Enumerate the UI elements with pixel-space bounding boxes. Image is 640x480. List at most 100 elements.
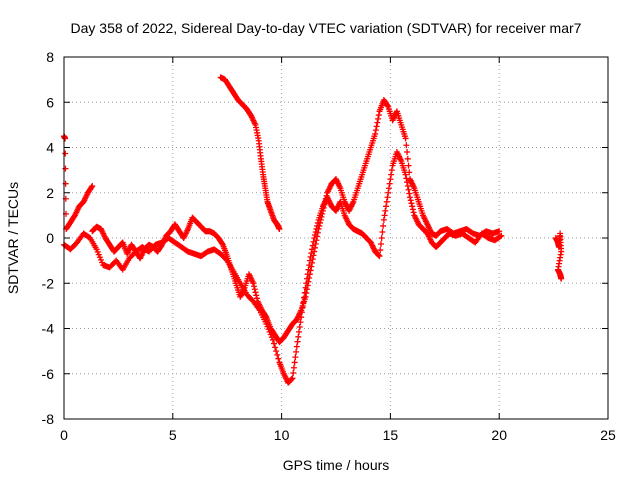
data-point-marker (274, 351, 281, 358)
series-track-b (61, 133, 96, 232)
data-point-marker (377, 247, 384, 254)
data-point-marker (62, 165, 69, 172)
data-point-marker (295, 333, 302, 340)
data-point-marker (290, 364, 297, 371)
y-tick-label: 8 (46, 49, 54, 65)
data-point-marker (293, 348, 300, 355)
data-point-marker (269, 336, 276, 343)
data-point-marker (296, 328, 303, 335)
data-point-marker (403, 142, 410, 149)
data-point-marker (293, 343, 300, 350)
data-point-marker (305, 278, 312, 285)
data-point-marker (405, 162, 412, 169)
data-point-marker (404, 155, 411, 162)
x-tick-label: 5 (169, 427, 177, 443)
data-point-marker (304, 282, 311, 289)
data-point-marker (292, 354, 299, 361)
data-point-marker (251, 283, 258, 290)
data-point-marker (306, 274, 313, 281)
data-point-marker (320, 204, 327, 211)
data-point-marker (377, 241, 384, 248)
data-point-marker (313, 237, 320, 244)
data-point-marker (62, 135, 69, 142)
data-point-marker (321, 201, 328, 208)
data-point-marker (62, 150, 69, 157)
data-point-marker (388, 171, 395, 178)
data-point-marker (88, 184, 95, 191)
data-point-marker (314, 233, 321, 240)
data-point-marker (309, 259, 316, 266)
plot-frame (63, 56, 609, 420)
data-point-marker (311, 244, 318, 251)
data-point-marker (382, 207, 389, 214)
y-tick-label: -8 (42, 411, 55, 427)
x-tick-label: 15 (383, 427, 399, 443)
data-point-marker (314, 229, 321, 236)
data-point-marker (405, 186, 412, 193)
chart-title: Day 358 of 2022, Sidereal Day-to-day VTE… (71, 20, 582, 36)
data-point-marker (317, 216, 324, 223)
y-tick-label: 6 (46, 94, 54, 110)
data-point-marker (498, 232, 505, 239)
data-point-marker (379, 228, 386, 235)
data-point-marker (89, 182, 96, 189)
data-point-marker (404, 182, 411, 189)
data-point-marker (404, 149, 411, 156)
data-point-marker (252, 289, 259, 296)
x-axis-label: GPS time / hours (283, 457, 390, 473)
data-point-marker (303, 290, 310, 297)
x-tick-label: 20 (491, 427, 507, 443)
data-point-marker (372, 130, 379, 137)
data-point-marker (387, 176, 394, 183)
data-point-marker (384, 102, 391, 109)
data-point-marker (302, 293, 309, 300)
data-point-marker (307, 267, 314, 274)
data-point-marker (253, 295, 260, 302)
data-point-marker (251, 286, 258, 293)
x-tick-label: 25 (600, 427, 616, 443)
data-point-marker (406, 190, 413, 197)
data-point-marker (275, 355, 282, 362)
data-point-marker (409, 206, 416, 213)
data-point-marker (383, 203, 390, 210)
data-point-marker (250, 280, 257, 287)
y-tick-label: -4 (42, 321, 55, 337)
data-point-marker (375, 252, 382, 259)
data-point-marker (402, 135, 409, 142)
data-point-marker (403, 175, 410, 182)
data-point-marker (381, 212, 388, 219)
data-point-marker (373, 123, 380, 130)
y-tick-label: 4 (46, 140, 54, 156)
data-point-marker (276, 225, 283, 232)
data-point-marker (386, 180, 393, 187)
data-point-marker (374, 119, 381, 126)
series-track-a (61, 149, 505, 386)
data-point-marker (309, 256, 316, 263)
data-point-marker (406, 194, 413, 201)
data-point-marker (297, 319, 304, 326)
data-point-marker (288, 376, 295, 383)
data-point-marker (291, 359, 298, 366)
data-point-marker (316, 222, 323, 229)
data-point-marker (385, 189, 392, 196)
y-tick-label: 2 (46, 185, 54, 201)
data-point-marker (558, 275, 565, 282)
data-point-marker (407, 197, 414, 204)
data-points (61, 74, 565, 386)
data-point-marker (318, 213, 325, 220)
series-track-c (89, 96, 503, 346)
data-point-marker (312, 241, 319, 248)
data-point-marker (323, 192, 330, 199)
data-point-marker (410, 209, 417, 216)
data-point-marker (219, 240, 226, 247)
data-point-marker (372, 127, 379, 134)
data-point-marker (409, 203, 416, 210)
data-point-marker (380, 222, 387, 229)
data-point-marker (290, 369, 297, 376)
data-point-marker (388, 167, 395, 174)
y-tick-label: 0 (46, 230, 54, 246)
grid-lines (64, 57, 608, 419)
data-point-marker (310, 252, 317, 259)
data-point-marker (315, 225, 322, 232)
data-point-marker (272, 344, 279, 351)
